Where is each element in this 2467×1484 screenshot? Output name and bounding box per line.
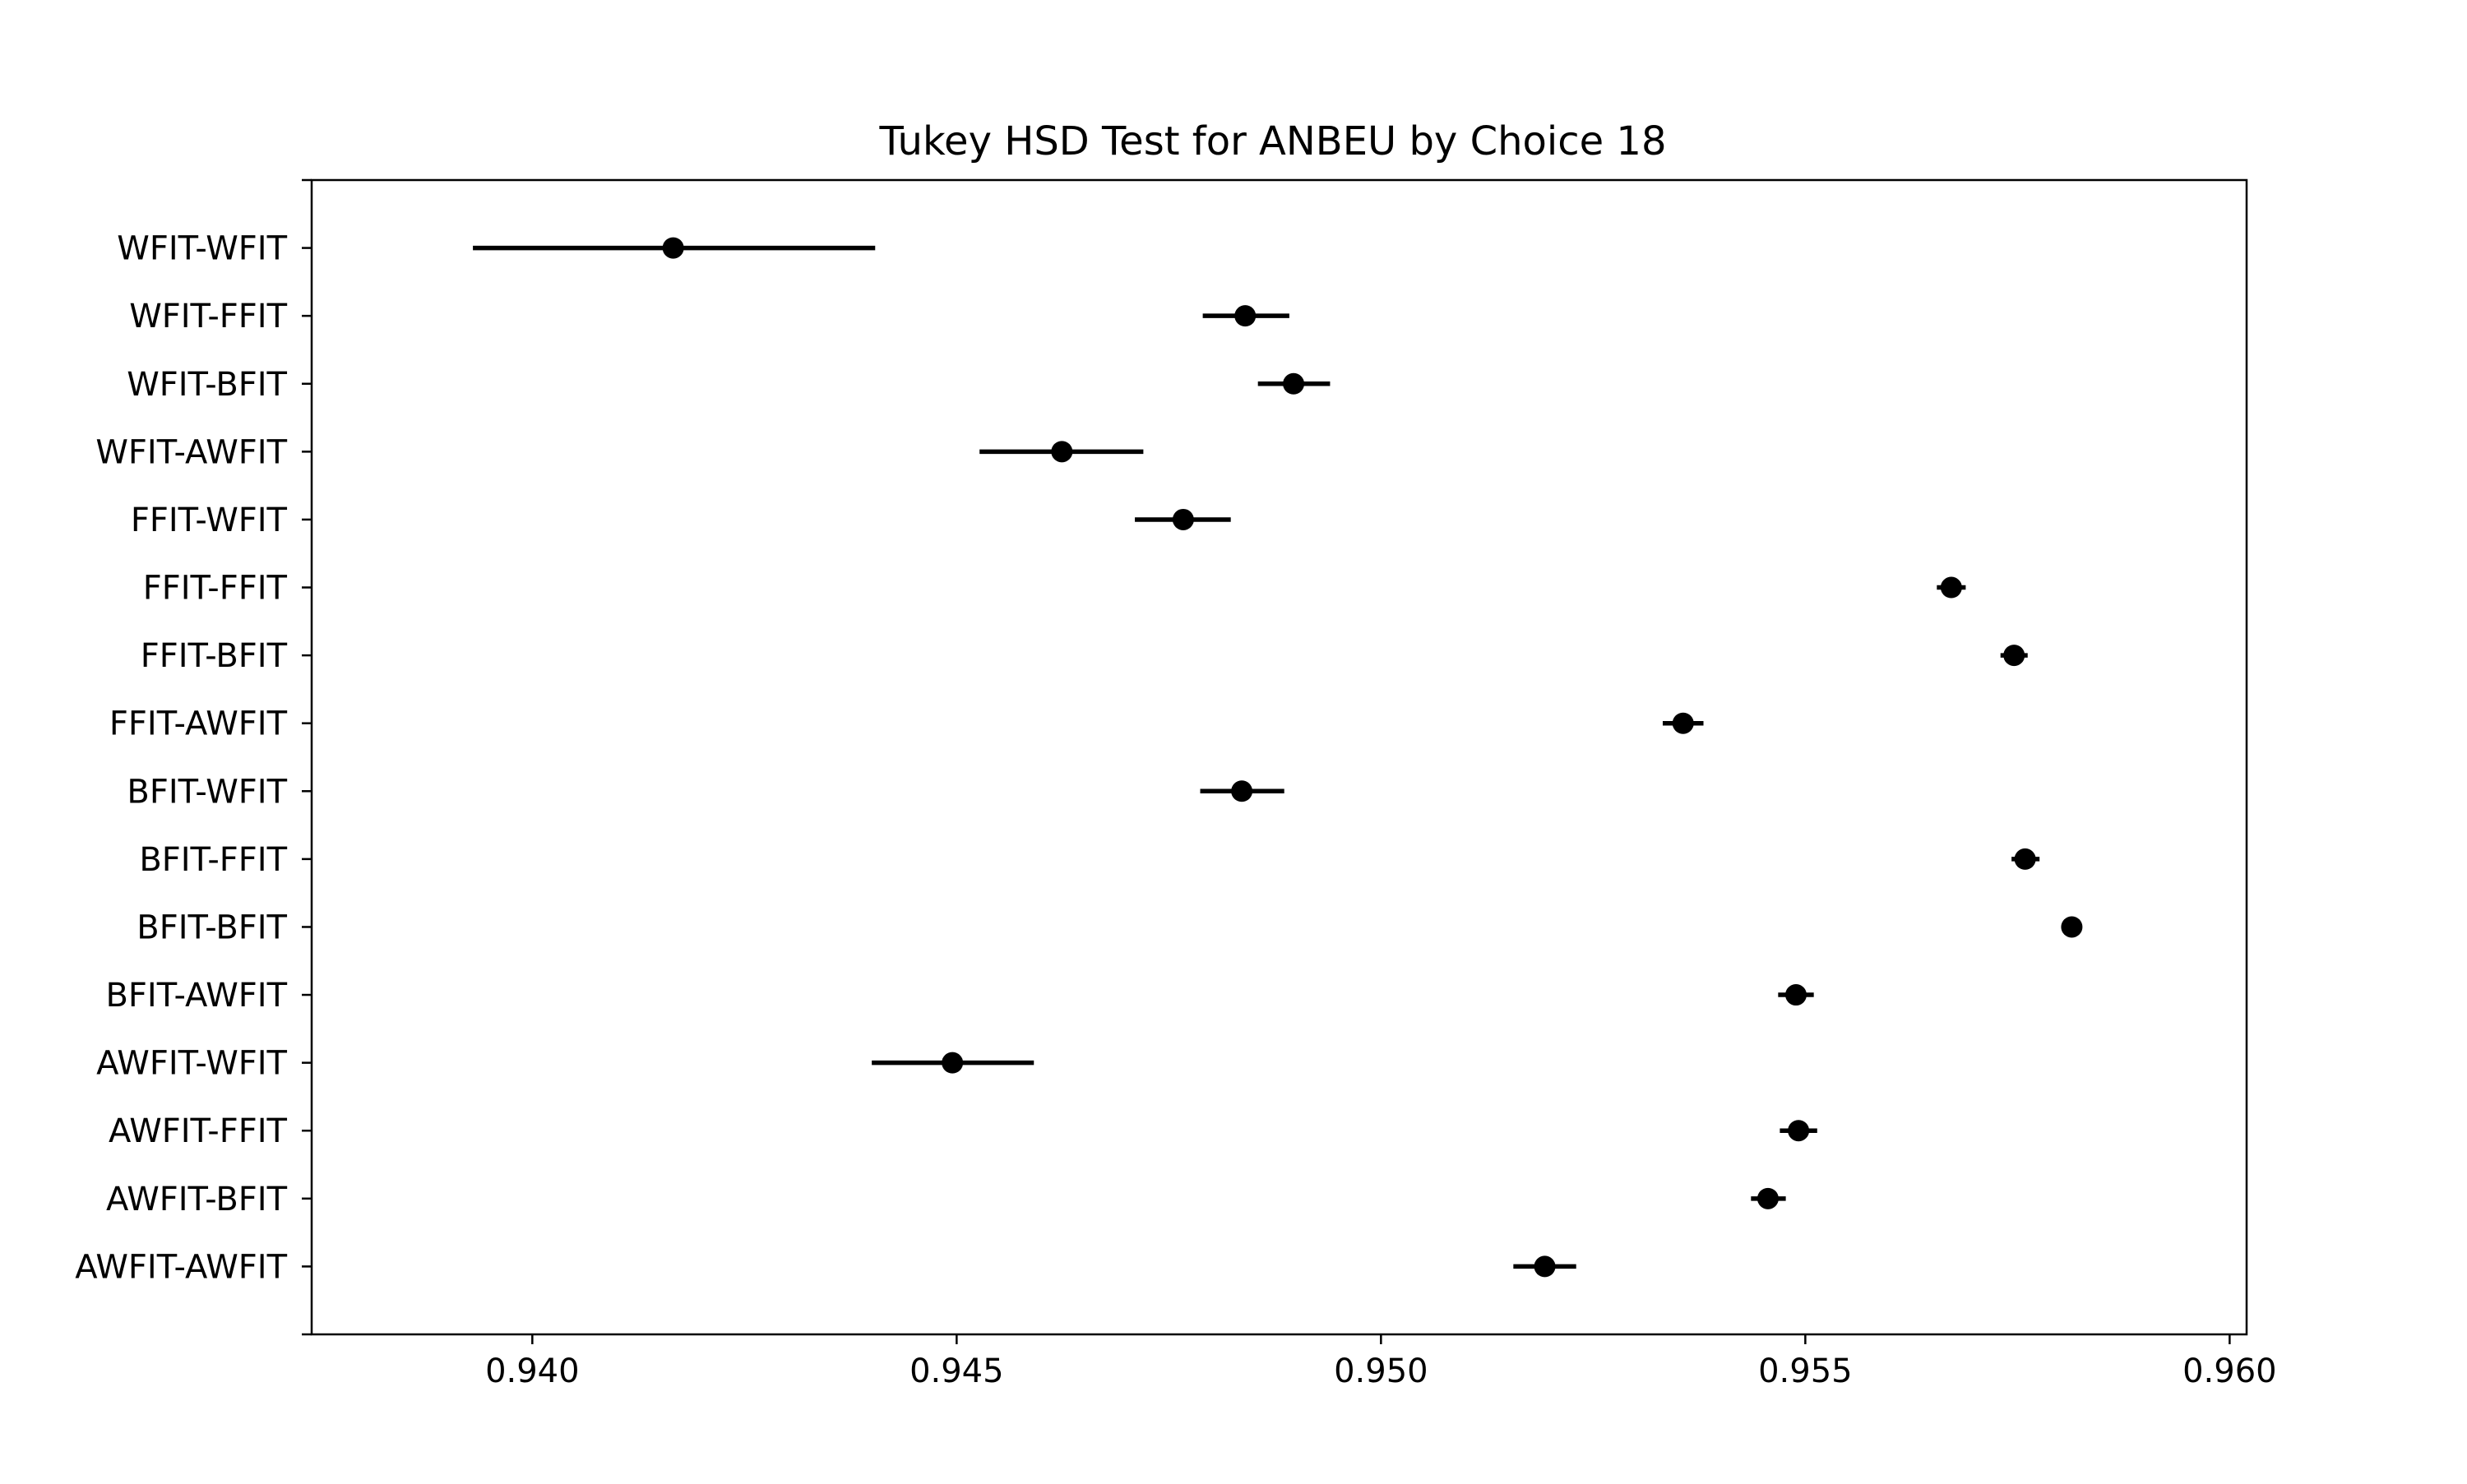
y-tick-label: AWFIT-AWFIT [75,1248,287,1286]
mean-point [1283,372,1305,395]
y-tick-label: BFIT-BFIT [137,908,287,946]
mean-point [942,1052,964,1074]
plot-frame [310,178,2248,1336]
mean-point [1231,780,1253,802]
x-axis: 0.940 0.945 0.950 0.955 0.960 [485,1334,2277,1390]
y-tick-label: WFIT-AWFIT [95,433,287,471]
mean-point [2061,916,2083,938]
y-tick-label: FFIT-AWFIT [109,705,288,743]
mean-point [1172,508,1194,530]
intervals [473,237,2083,1278]
x-tick-label: 0.940 [485,1352,580,1390]
y-tick-label: WFIT-WFIT [117,230,287,268]
y-tick-label: BFIT-AWFIT [105,977,287,1015]
mean-point [1940,576,1962,599]
mean-point [662,237,684,259]
y-tick-label: WFIT-FFIT [129,298,287,335]
mean-point [2014,848,2036,870]
mean-point [1234,305,1257,327]
x-tick-label: 0.950 [1334,1352,1428,1390]
chart-title: Tukey HSD Test for ANBEU by Choice 18 [879,118,1667,164]
mean-point [1051,441,1073,463]
y-tick-label: AWFIT-FFIT [109,1112,288,1150]
y-tick-label: AWFIT-BFIT [106,1181,288,1218]
y-tick-label: WFIT-BFIT [127,366,287,404]
mean-point [1757,1187,1779,1209]
mean-point [1788,1120,1810,1142]
y-tick-label: BFIT-WFIT [127,773,287,811]
x-tick-label: 0.945 [910,1352,1004,1390]
x-tick-label: 0.960 [2182,1352,2277,1390]
x-tick-label: 0.955 [1758,1352,1853,1390]
y-tick-label: BFIT-FFIT [139,841,287,879]
mean-point [1672,712,1694,734]
mean-point [2003,645,2025,667]
y-axis: WFIT-WFIT WFIT-FFIT WFIT-BFIT WFIT-AWFIT FFI… [75,178,312,1336]
y-tick-label: FFIT-WFIT [131,502,288,539]
y-tick-label: FFIT-FFIT [143,570,288,608]
y-tick-label: FFIT-BFIT [141,637,288,675]
y-tick-label: AWFIT-WFIT [96,1045,287,1083]
mean-point [1784,984,1807,1006]
mean-point [1534,1255,1556,1278]
